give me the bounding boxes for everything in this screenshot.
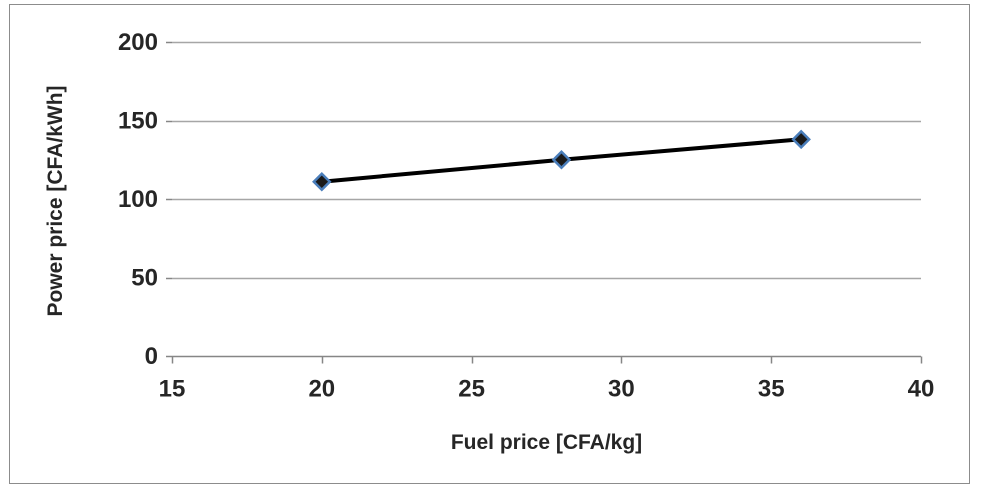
- x-tick-label: 35: [758, 376, 785, 403]
- x-tick-label: 40: [908, 376, 935, 403]
- y-axis-title: Power price [CFA/kWh]: [44, 85, 67, 316]
- data-point-0-0: [312, 171, 332, 192]
- y-tick-label: 100: [118, 186, 158, 213]
- y-tick-label: 50: [131, 265, 158, 292]
- series-layer: [312, 129, 811, 192]
- y-tick-label: 200: [118, 29, 158, 56]
- y-tick-label: 150: [118, 108, 158, 135]
- chart-svg: 0 50 100 150 200 15 20 25 30 35 40 Fuel price [CFA…: [44, 29, 934, 454]
- y-tick-label: 0: [145, 343, 158, 370]
- x-axis-title: Fuel price [CFA/kg]: [451, 431, 642, 454]
- data-point-0-1: [551, 149, 572, 170]
- x-tick-label: 15: [159, 376, 186, 403]
- x-tick-label: 20: [308, 376, 335, 403]
- tick-labels: 0 50 100 150 200 15 20 25 30 35 40: [118, 29, 934, 403]
- gridlines: [172, 41, 921, 280]
- axes: [166, 41, 923, 364]
- data-point-0-2: [791, 129, 811, 150]
- x-tick-label: 30: [608, 376, 635, 403]
- chart-frame: 0 50 100 150 200 15 20 25 30 35 40 Fuel price [CFA…: [9, 4, 970, 484]
- x-tick-label: 25: [458, 376, 485, 403]
